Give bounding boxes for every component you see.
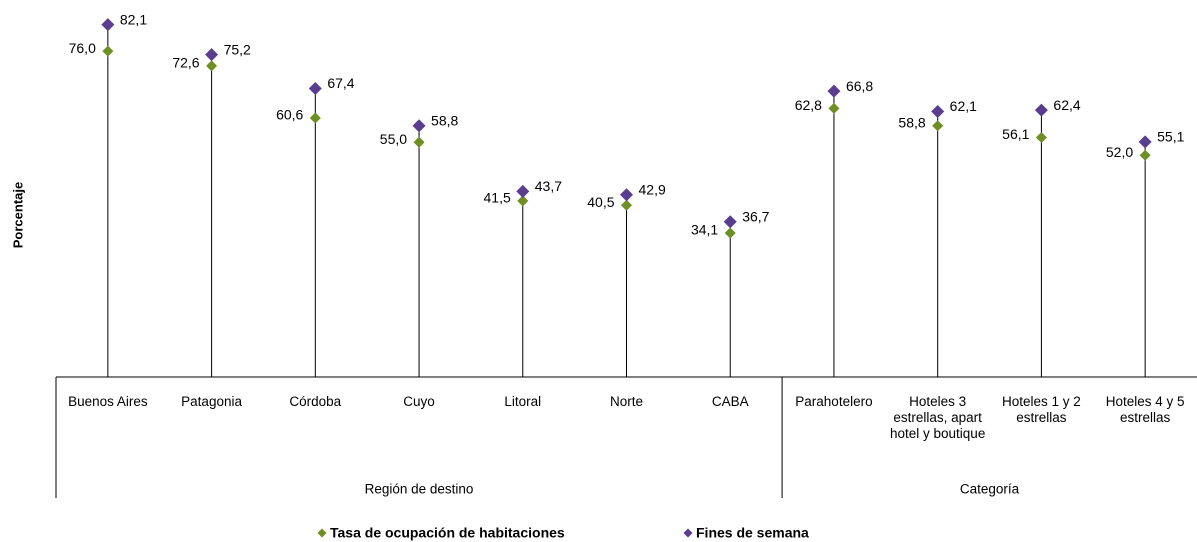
x-tick-label-box: Córdoba bbox=[289, 394, 342, 409]
x-tick-label-box: Norte bbox=[609, 394, 643, 409]
group-label: Región de destino bbox=[365, 482, 474, 497]
marker bbox=[621, 199, 632, 211]
legend-marker bbox=[317, 528, 327, 538]
marker bbox=[517, 195, 529, 207]
x-tick-label-box: Cuyo bbox=[403, 394, 435, 409]
value-label: 52,0 bbox=[1106, 144, 1133, 160]
marker bbox=[102, 45, 114, 57]
value-label: 55,0 bbox=[380, 131, 407, 147]
marker bbox=[101, 18, 115, 32]
marker bbox=[723, 215, 737, 229]
marker bbox=[931, 104, 945, 118]
marker bbox=[413, 136, 425, 148]
marker bbox=[205, 48, 219, 62]
value-label: 62,8 bbox=[795, 97, 822, 113]
x-tick-label-box: Hoteles 4 y 5 estrellas bbox=[1105, 394, 1185, 425]
marker bbox=[828, 102, 840, 114]
marker bbox=[620, 188, 633, 202]
legend-label: Tasa de ocupación de habitaciones bbox=[330, 525, 565, 541]
value-label: 66,8 bbox=[846, 78, 873, 94]
x-tick-label-box: Hoteles 3 estrellas, apart hotel y bouti… bbox=[890, 394, 986, 441]
value-label: 62,4 bbox=[1053, 97, 1080, 113]
value-label: 43,7 bbox=[535, 178, 562, 194]
legend-marker bbox=[683, 528, 693, 538]
x-tick-label: Parahotelero bbox=[795, 394, 873, 409]
x-tick-label-box: CABA bbox=[711, 394, 749, 409]
value-label: 36,7 bbox=[742, 208, 769, 224]
x-tick-label: Hoteles 4 y 5 estrellas bbox=[1105, 394, 1185, 425]
x-tick-label: Cuyo bbox=[403, 394, 435, 409]
x-tick-label-box: Litoral bbox=[504, 394, 542, 409]
value-label: 58,8 bbox=[431, 112, 458, 128]
value-label: 41,5 bbox=[484, 190, 511, 206]
marker bbox=[1034, 103, 1048, 117]
x-tick-label: Buenos Aires bbox=[68, 394, 148, 409]
value-label: 55,1 bbox=[1157, 129, 1184, 145]
x-tick-label-box: Buenos Aires bbox=[68, 394, 148, 409]
value-label: 82,1 bbox=[120, 11, 147, 27]
marker bbox=[308, 81, 322, 95]
value-label: 40,5 bbox=[587, 194, 614, 210]
value-label: 58,8 bbox=[898, 114, 925, 130]
marker bbox=[412, 119, 426, 133]
marker bbox=[1138, 135, 1152, 149]
value-label: 62,1 bbox=[950, 98, 977, 114]
x-tick-label-box: Hoteles 1 y 2 estrellas bbox=[1001, 394, 1081, 425]
value-label: 56,1 bbox=[1002, 126, 1029, 142]
marker bbox=[309, 112, 321, 124]
value-label: 34,1 bbox=[691, 222, 718, 238]
x-tick-label-box: Parahotelero bbox=[795, 394, 873, 409]
marker bbox=[1035, 132, 1047, 144]
x-tick-label: Litoral bbox=[504, 394, 542, 409]
value-label: 75,2 bbox=[224, 41, 251, 57]
value-label: 72,6 bbox=[172, 55, 199, 71]
value-label: 67,4 bbox=[327, 75, 354, 91]
legend-label: Fines de semana bbox=[696, 525, 809, 541]
x-tick-label: Hoteles 1 y 2 estrellas bbox=[1001, 394, 1081, 425]
x-tick-label: Córdoba bbox=[289, 394, 342, 409]
value-label: 42,9 bbox=[639, 182, 666, 198]
x-tick-label: Patagonia bbox=[181, 394, 242, 409]
x-tick-label: CABA bbox=[711, 394, 749, 409]
value-label: 76,0 bbox=[69, 40, 96, 56]
group-label: Categoría bbox=[960, 482, 1020, 497]
value-label: 60,6 bbox=[276, 107, 303, 123]
marker bbox=[827, 84, 841, 98]
marker bbox=[1139, 149, 1151, 161]
y-axis-label: Porcentaje bbox=[10, 182, 25, 248]
marker bbox=[724, 227, 736, 239]
marker bbox=[206, 60, 218, 72]
marker bbox=[932, 120, 944, 132]
x-tick-label: Hoteles 3 estrellas, apart hotel y bouti… bbox=[890, 394, 986, 441]
x-tick-label-box: Patagonia bbox=[181, 394, 242, 409]
x-tick-label: Norte bbox=[609, 394, 643, 409]
marker bbox=[516, 184, 530, 198]
